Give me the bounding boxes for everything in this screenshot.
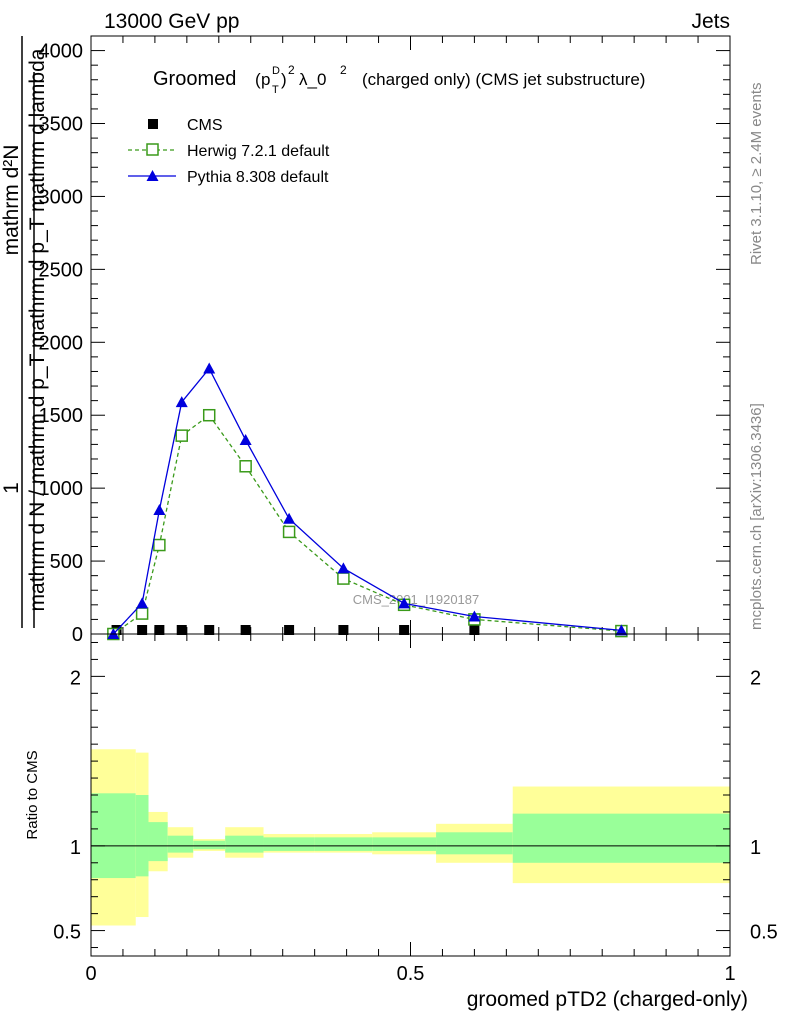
ratio-x-ticks: 0 0.5 1: [85, 634, 736, 985]
ratio-y-tick-label: 0.5: [53, 922, 81, 944]
data-point: [239, 434, 252, 446]
mcplots-label: mcplots.cern.ch [arXiv:1306.3436]: [748, 403, 765, 630]
x-tick-label: 0.5: [397, 963, 425, 985]
ratio-inner-band: [372, 837, 437, 851]
data-point: [399, 625, 410, 635]
title-sq-2: 2: [340, 63, 347, 77]
legend-pythia-marker: [146, 170, 159, 181]
data-point: [239, 460, 252, 473]
y-label-numerator: mathrm d²N: [0, 145, 23, 256]
main-y-tick-label: 500: [50, 551, 83, 573]
data-point: [337, 562, 350, 574]
data-point: [176, 625, 187, 635]
ratio-inner-band: [193, 840, 226, 850]
data-point: [202, 408, 216, 422]
x-tick-label: 0: [85, 963, 96, 985]
main-y-tick-label: 4000: [39, 41, 84, 63]
main-y-tick-label: 3500: [39, 114, 84, 136]
main-y-tick-label: 2500: [39, 259, 84, 281]
data-point: [284, 625, 295, 635]
rivet-version-label: Rivet 3.1.10, ≥ 2.4M events: [748, 83, 765, 266]
legend-entry-herwig: Herwig 7.2.1 default: [128, 143, 330, 160]
main-y-axis-label: mathrm d²N 1 mathrm d N / mathrm d p_T m…: [0, 36, 49, 628]
data-point: [153, 504, 166, 516]
title-groomed: Groomed: [153, 68, 236, 90]
ratio-inner-band: [512, 813, 730, 863]
data-point: [137, 625, 148, 635]
ratio-y-tick-label-right: 1: [750, 837, 761, 859]
legend: CMS Herwig 7.2.1 default Pythia 8.308 de…: [128, 117, 330, 186]
series-2: [107, 362, 628, 639]
legend-herwig-marker: [146, 143, 159, 156]
main-y-tick-label: 3000: [39, 186, 84, 208]
data-point: [154, 625, 165, 635]
ratio-y-tick-label-right: 2: [750, 667, 761, 689]
x-axis-label: groomed pTD2 (charged-only): [467, 988, 748, 1011]
header-energy-label: 13000 GeV pp: [104, 10, 239, 33]
main-y-ticks: 0 500 1000 1500 2000 2500 3000 3500 4000: [39, 41, 730, 646]
title-p: p: [261, 70, 270, 89]
data-point: [282, 525, 296, 539]
data-point: [135, 607, 149, 620]
data-point: [468, 610, 481, 622]
header-jets-label: Jets: [691, 10, 730, 33]
title-paren-open: (: [255, 70, 261, 89]
data-point: [398, 597, 411, 609]
series-line: [112, 414, 622, 635]
title-lambda: λ_0: [299, 70, 326, 89]
title-sub-t: T: [272, 84, 279, 96]
y-label-one: 1: [0, 482, 23, 494]
ratio-inner-band: [263, 837, 315, 851]
data-point: [283, 512, 296, 524]
data-point: [337, 572, 350, 585]
data-point: [469, 625, 480, 635]
main-y-tick-label: 0: [72, 624, 83, 646]
ratio-y-tick-label: 2: [70, 667, 81, 689]
data-point: [338, 625, 349, 635]
ratio-y-axis-label: Ratio to CMS: [24, 750, 41, 839]
title-rest: (charged only) (CMS jet substructure): [362, 70, 645, 89]
data-point: [175, 429, 188, 442]
main-x-ticks: [90, 36, 731, 634]
title-sup-d: D: [272, 65, 280, 77]
analysis-watermark: CMS_2021_I1920187: [353, 592, 480, 607]
legend-entry-pythia: Pythia 8.308 default: [128, 169, 329, 186]
ratio-inner-band: [436, 832, 513, 855]
ratio-bands: [91, 749, 730, 926]
ratio-inner-band: [148, 822, 168, 862]
ratio-y-ticks: 0.5 0.5 1 1 2 2: [53, 641, 778, 949]
x-tick-label: 1: [724, 963, 735, 985]
legend-pythia-label: Pythia 8.308 default: [187, 169, 329, 186]
ratio-inner-band: [91, 793, 136, 879]
legend-entry-cms: CMS: [148, 117, 223, 134]
title-paren-close: ): [281, 70, 287, 89]
main-y-tick-label: 1000: [39, 478, 84, 500]
y-label-denominator: mathrm d N / mathrm d p_T mathrm d p_T m…: [26, 48, 49, 611]
main-y-tick-label: 2000: [39, 332, 84, 354]
data-point: [203, 362, 216, 374]
main-y-tick-label: 1500: [39, 405, 84, 427]
ratio-inner-band: [314, 837, 373, 851]
data-point: [615, 624, 628, 636]
ratio-y-tick-label: 1: [70, 837, 81, 859]
plot-title: Groomed ( p D T ) 2 λ_0 2 (charged only)…: [153, 63, 645, 96]
data-point: [136, 597, 149, 609]
title-sq-1: 2: [288, 63, 295, 77]
legend-herwig-label: Herwig 7.2.1 default: [187, 143, 330, 160]
ratio-inner-band: [167, 835, 194, 853]
data-point: [240, 625, 251, 635]
ratio-inner-band: [135, 795, 149, 877]
data-point: [204, 625, 215, 635]
legend-cms-marker: [148, 119, 158, 129]
ratio-inner-band: [225, 835, 264, 853]
data-point: [153, 538, 166, 552]
legend-cms-label: CMS: [187, 117, 223, 134]
ratio-y-tick-label-right: 0.5: [750, 922, 778, 944]
data-point: [175, 396, 188, 408]
